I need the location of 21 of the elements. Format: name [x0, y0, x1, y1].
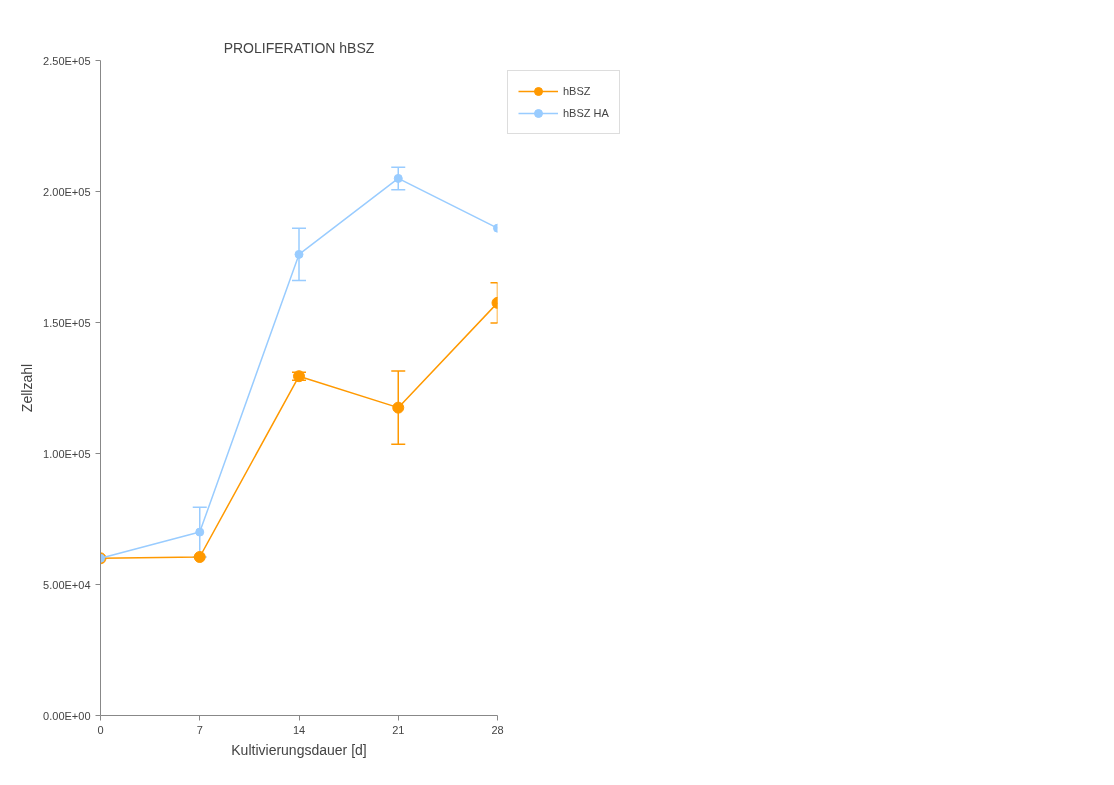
y-tick-label: 1.00E+05 — [43, 447, 91, 460]
x-tick-label: 7 — [196, 723, 203, 736]
legend-label: hBSZ HA — [563, 107, 609, 119]
point — [193, 551, 206, 563]
point — [195, 527, 205, 537]
x-tick-label: 28 — [491, 723, 504, 736]
point — [294, 249, 304, 259]
y-tick-label: 0.00E+00 — [43, 709, 91, 722]
y-tick-label: 2.00E+05 — [43, 185, 91, 198]
chart-title: PROLIFERATION hBSZ — [223, 39, 375, 56]
y-axis-title: Zellzahl — [19, 363, 36, 413]
y-tick-label: 2.50E+05 — [43, 54, 91, 67]
x-tick-label: 0 — [97, 723, 104, 736]
point — [392, 401, 405, 414]
x-axis-title: Kultivierungsdauer [d] — [231, 741, 367, 758]
legend-label: hBSZ — [563, 85, 591, 97]
point — [393, 173, 403, 183]
y-tick-label: 1.50E+05 — [43, 316, 91, 329]
y-tick-label: 5.00E+04 — [43, 578, 91, 591]
x-tick-label: 21 — [392, 723, 405, 736]
x-tick-label: 14 — [292, 723, 306, 736]
